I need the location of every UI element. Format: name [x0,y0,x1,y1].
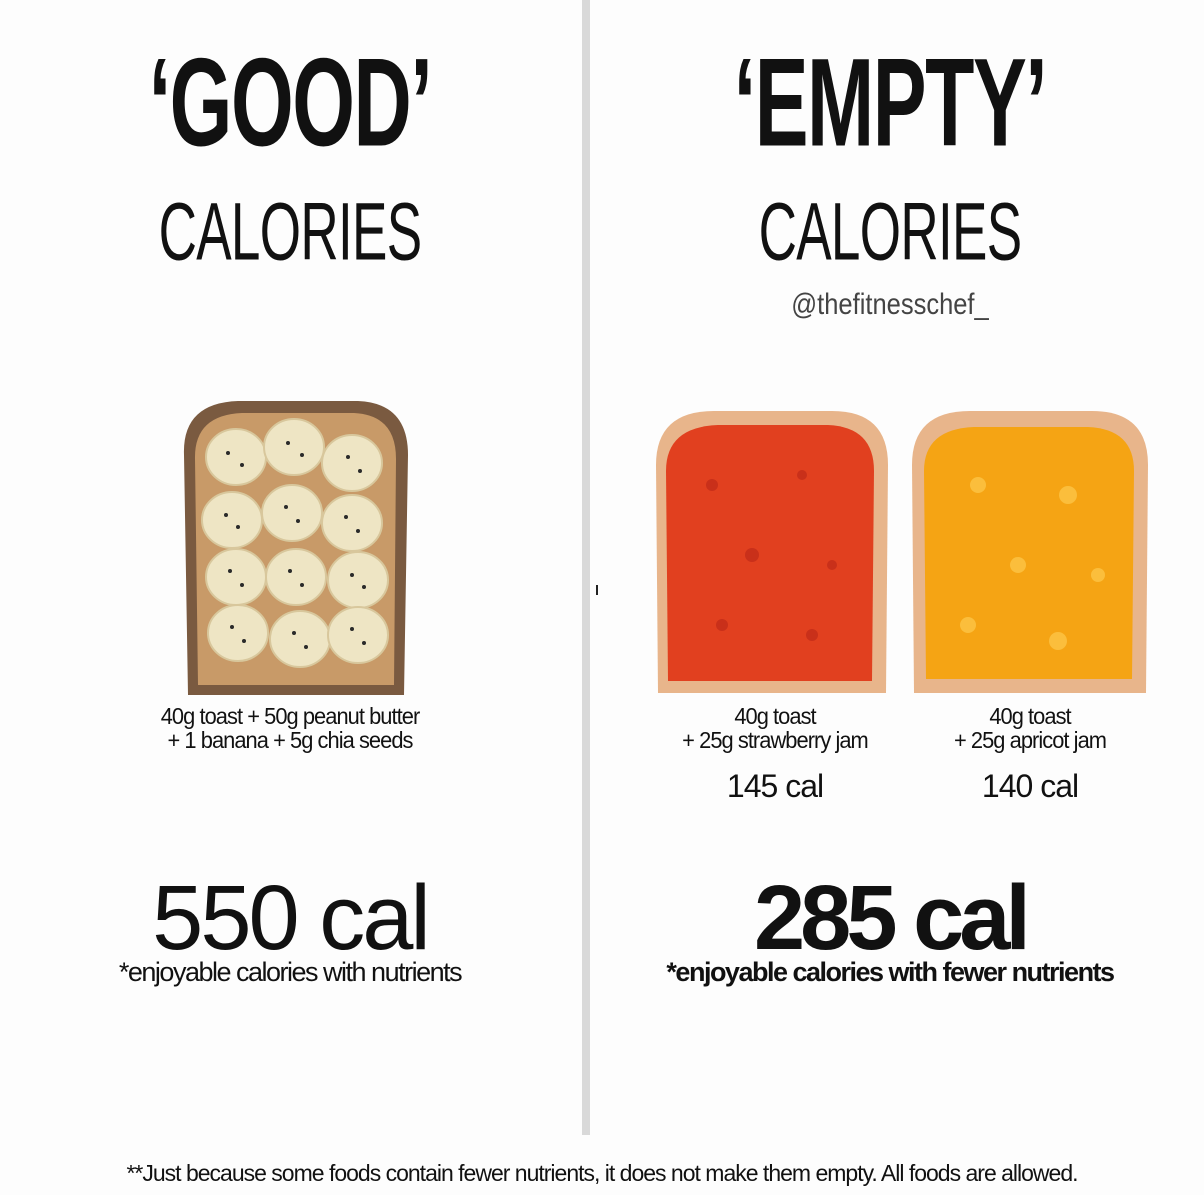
peanut-butter-banana-toast-image [183,401,408,695]
strawberry-jam-toast-image [656,411,888,693]
empty-note: *enjoyable calories with fewer nutrients [666,957,1115,987]
empty-title: ‘EMPTY’ [733,32,1048,173]
center-divider [582,0,590,1135]
good-title: ‘GOOD’ [148,32,433,173]
empty-total-calories: 285 cal [754,867,1031,969]
apricot-caption-line2: + 25g apricot jam [953,727,1107,753]
footer-disclaimer: **Just because some foods contain fewer … [126,1160,1078,1186]
empty-subtitle: CALORIES [758,184,1022,278]
good-caption-line1: 40g toast + 50g peanut butter [160,703,420,729]
apricot-caption-line1: 40g toast [989,703,1071,729]
good-note: *enjoyable calories with nutrients [118,957,463,987]
strawberry-calories: 145 cal [726,768,824,804]
strawberry-caption-line1: 40g toast [734,703,816,729]
divider-mark [596,585,598,595]
good-total-calories: 550 cal [152,867,431,969]
apricot-jam-toast-image [912,411,1148,693]
strawberry-caption-line2: + 25g strawberry jam [682,727,869,753]
good-caption-line2: + 1 banana + 5g chia seeds [167,727,413,753]
apricot-calories: 140 cal [981,768,1079,804]
good-subtitle: CALORIES [158,184,422,278]
creator-handle: @thefitnesschef_ [791,288,989,321]
